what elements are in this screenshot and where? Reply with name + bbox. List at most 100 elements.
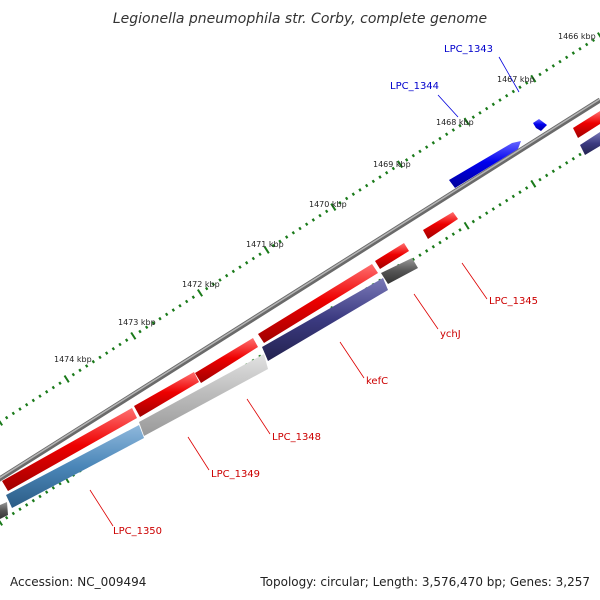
minor-tick bbox=[418, 149, 422, 154]
minor-tick bbox=[31, 498, 36, 503]
accession-text: Accession: NC_009494 bbox=[10, 575, 146, 589]
minor-tick bbox=[138, 329, 142, 334]
minor-tick bbox=[404, 158, 409, 162]
minor-tick bbox=[311, 218, 316, 222]
gene-ychJ[interactable] bbox=[375, 243, 409, 269]
gene-label-LPC_1344[interactable]: LPC_1344 bbox=[390, 81, 439, 92]
minor-tick bbox=[51, 385, 56, 390]
minor-tick bbox=[544, 173, 549, 178]
minor-tick bbox=[58, 481, 62, 486]
minor-tick bbox=[304, 222, 309, 226]
minor-tick bbox=[371, 179, 376, 184]
major-tick bbox=[396, 160, 404, 169]
minor-tick bbox=[38, 394, 42, 398]
minor-tick bbox=[544, 68, 549, 72]
minor-tick bbox=[351, 192, 356, 196]
minor-tick bbox=[24, 503, 29, 507]
minor-tick bbox=[551, 64, 556, 68]
minor-tick bbox=[458, 123, 462, 128]
minor-tick bbox=[384, 171, 389, 175]
minor-tick bbox=[51, 486, 56, 490]
gene-label-LPC_1348[interactable]: LPC_1348 bbox=[272, 432, 321, 443]
minor-tick bbox=[118, 342, 122, 347]
major-tick bbox=[530, 74, 537, 83]
minor-tick bbox=[571, 51, 576, 55]
minor-tick bbox=[571, 156, 576, 161]
major-tick bbox=[530, 179, 537, 188]
minor-tick bbox=[578, 152, 582, 157]
minor-tick bbox=[251, 256, 256, 261]
tick-label: 1468 kbp bbox=[436, 118, 474, 127]
minor-tick bbox=[204, 286, 209, 291]
gene-label-LPC_1343[interactable]: LPC_1343 bbox=[444, 44, 493, 55]
gene-right-edge[interactable] bbox=[573, 111, 600, 138]
gene-LPC_1348-a[interactable] bbox=[195, 338, 258, 383]
major-tick bbox=[63, 375, 70, 383]
minor-tick bbox=[291, 231, 296, 235]
gene-label-LPC_1350[interactable]: LPC_1350 bbox=[113, 526, 162, 537]
minor-tick bbox=[178, 304, 182, 308]
minor-tick bbox=[424, 249, 429, 253]
leader-ychJ bbox=[413, 293, 439, 330]
minor-tick bbox=[411, 153, 416, 158]
minor-tick bbox=[124, 338, 129, 342]
leader-LPC_1349 bbox=[187, 436, 210, 471]
minor-tick bbox=[211, 282, 216, 287]
minor-tick bbox=[478, 215, 482, 220]
gene-label-LPC_1345[interactable]: LPC_1345 bbox=[489, 296, 538, 307]
cog-bar bbox=[6, 425, 144, 508]
gene-label-ychJ[interactable]: ychJ bbox=[440, 329, 461, 340]
minor-tick bbox=[558, 59, 562, 64]
major-tick bbox=[597, 32, 600, 38]
minor-tick bbox=[24, 402, 29, 407]
minor-tick bbox=[151, 321, 156, 325]
gene-LPC_1345[interactable] bbox=[423, 212, 458, 239]
gene-kefC[interactable] bbox=[258, 264, 378, 343]
minor-tick bbox=[538, 72, 542, 77]
minor-tick bbox=[524, 186, 529, 190]
minor-tick bbox=[578, 47, 582, 51]
minor-tick bbox=[478, 111, 482, 115]
tick-label: 1470 kbp bbox=[309, 200, 347, 209]
cog-bar bbox=[262, 278, 388, 361]
minor-tick bbox=[71, 372, 76, 377]
minor-tick bbox=[158, 316, 162, 321]
gene-LPC_1344[interactable] bbox=[449, 141, 521, 188]
minor-tick bbox=[444, 132, 449, 137]
forward-genes bbox=[449, 119, 547, 188]
leader-LPC_1344 bbox=[437, 94, 459, 118]
minor-tick bbox=[18, 507, 22, 511]
minor-tick bbox=[258, 252, 262, 257]
major-tick bbox=[463, 117, 470, 126]
minor-tick bbox=[271, 243, 276, 248]
minor-tick bbox=[411, 257, 416, 262]
gene-LPC_1349[interactable] bbox=[2, 408, 137, 491]
minor-tick bbox=[4, 415, 9, 420]
minor-tick bbox=[318, 213, 322, 218]
genome-backbone bbox=[0, 97, 600, 482]
genome-backbone-highlight bbox=[0, 98, 600, 479]
minor-tick bbox=[431, 141, 436, 145]
map-title: Legionella pneumophila str. Corby, compl… bbox=[113, 11, 487, 27]
major-tick bbox=[0, 420, 4, 426]
minor-tick bbox=[511, 194, 516, 199]
leader-LPC_1345 bbox=[461, 262, 488, 300]
minor-tick bbox=[191, 295, 196, 299]
major-tick bbox=[330, 203, 337, 211]
minor-tick bbox=[224, 273, 229, 278]
gene-label-kefC[interactable]: kefC bbox=[366, 376, 388, 387]
minor-tick bbox=[38, 494, 42, 499]
minor-tick bbox=[518, 190, 522, 194]
cog-bars bbox=[0, 132, 600, 519]
minor-tick bbox=[11, 511, 16, 516]
minor-tick bbox=[451, 128, 456, 132]
gene-LPC_1343[interactable] bbox=[533, 119, 547, 131]
tick-label: 1473 kbp bbox=[118, 318, 156, 327]
gene-LPC_1348[interactable] bbox=[134, 372, 199, 417]
tick-labels: 1466 kbp 1467 kbp 1468 kbp 1469 kbp 1470… bbox=[54, 32, 596, 364]
minor-tick bbox=[498, 203, 502, 207]
minor-tick bbox=[518, 85, 522, 90]
gene-label-LPC_1349[interactable]: LPC_1349 bbox=[211, 469, 260, 480]
major-tick bbox=[196, 288, 204, 297]
minor-tick bbox=[431, 244, 436, 249]
